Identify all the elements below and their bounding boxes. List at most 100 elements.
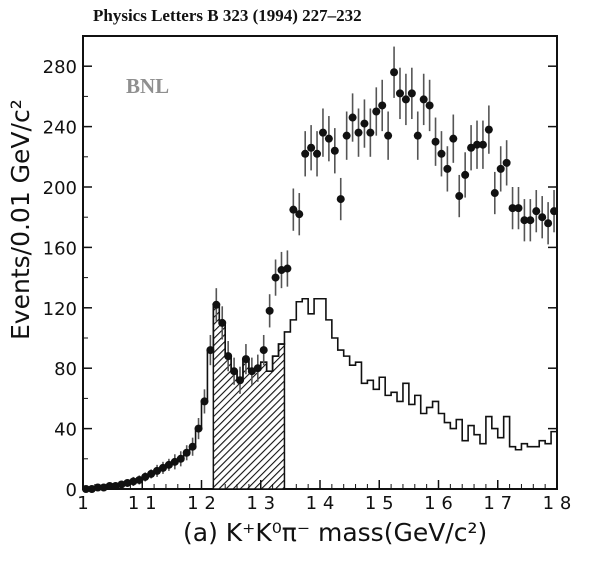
data-point	[502, 140, 511, 186]
point-marker	[502, 158, 511, 167]
x-tick-label: 1 4	[306, 493, 335, 514]
x-tick-label: 1 5	[365, 493, 394, 514]
point-marker	[135, 475, 144, 484]
data-point	[395, 67, 404, 120]
y-axis-ticks: 0 40 80 120 160 200 240 280	[43, 35, 557, 501]
point-marker	[550, 207, 559, 216]
x-tick-label: 1 1	[128, 493, 157, 514]
point-marker	[342, 131, 351, 140]
data-point	[496, 146, 505, 192]
data-point	[194, 418, 203, 440]
point-marker	[247, 367, 256, 376]
data-point	[153, 464, 162, 477]
point-marker	[241, 355, 250, 364]
point-marker	[330, 146, 339, 155]
data-point	[135, 475, 144, 485]
data-point	[271, 259, 280, 296]
point-marker	[253, 364, 262, 373]
data-point	[289, 188, 298, 231]
data-point	[508, 187, 517, 230]
point-marker	[176, 454, 185, 463]
data-point	[307, 125, 316, 171]
point-marker	[348, 113, 357, 122]
data-point	[188, 437, 197, 456]
point-marker	[141, 472, 150, 481]
data-point	[301, 131, 310, 177]
point-marker	[431, 137, 440, 146]
data-point	[437, 131, 446, 177]
data-point	[461, 152, 470, 198]
data-point	[544, 202, 553, 245]
point-marker	[484, 125, 493, 134]
data-point	[490, 171, 499, 215]
data-points	[81, 46, 559, 493]
data-point	[313, 131, 322, 177]
point-marker	[218, 318, 227, 327]
x-tick-label: 1	[77, 493, 88, 514]
data-point	[324, 116, 333, 162]
data-point	[182, 445, 191, 461]
hatched-area	[212, 304, 286, 490]
data-point	[449, 114, 458, 163]
data-point	[538, 196, 547, 239]
point-marker	[194, 424, 203, 433]
point-marker	[443, 164, 452, 173]
data-point	[295, 193, 304, 236]
data-point	[520, 199, 529, 242]
point-marker	[206, 346, 215, 355]
point-marker	[147, 469, 156, 478]
x-tick-label: 1 2	[187, 493, 216, 514]
point-marker	[301, 149, 310, 158]
point-marker	[295, 210, 304, 219]
x-axis-label: (a) K⁺K⁰π⁻ mass(GeV/c²)	[183, 518, 488, 547]
point-marker	[455, 192, 464, 201]
data-point	[514, 187, 523, 230]
x-axis-ticks: 1 1 1 1 2 1 3 1 4 1 5 1 6 1 7 1 8	[77, 480, 571, 514]
point-marker	[289, 205, 298, 214]
data-point	[170, 454, 179, 470]
point-marker	[105, 481, 114, 490]
y-tick-label: 280	[43, 57, 77, 78]
x-tick-label: 1 8	[543, 493, 572, 514]
y-tick-label: 0	[66, 480, 77, 501]
point-marker	[259, 346, 268, 355]
data-point	[141, 472, 150, 482]
data-point	[318, 108, 327, 157]
point-marker	[230, 367, 239, 376]
y-tick-label: 200	[43, 178, 77, 199]
data-point	[425, 79, 434, 132]
point-marker	[212, 300, 221, 309]
data-point	[283, 250, 292, 287]
point-marker	[307, 143, 316, 152]
point-marker	[283, 264, 292, 273]
data-point	[550, 190, 559, 233]
point-marker	[336, 195, 345, 204]
data-point	[526, 199, 535, 242]
point-marker	[366, 128, 375, 137]
data-point	[348, 93, 357, 142]
data-point	[218, 306, 227, 340]
data-point	[372, 87, 381, 136]
point-marker	[372, 107, 381, 116]
data-point	[443, 146, 452, 192]
point-marker	[354, 128, 363, 137]
data-point	[336, 177, 345, 221]
point-marker	[496, 164, 505, 173]
point-marker	[425, 101, 434, 110]
point-marker	[378, 101, 387, 110]
point-marker	[271, 273, 280, 282]
y-tick-label: 120	[43, 299, 77, 320]
point-marker	[224, 352, 233, 361]
y-tick-label: 40	[54, 420, 77, 441]
data-point	[473, 120, 482, 169]
data-point	[419, 73, 428, 126]
data-point	[431, 117, 440, 166]
data-point	[236, 366, 245, 394]
histogram-line	[83, 297, 557, 490]
data-point	[200, 389, 209, 414]
y-tick-label: 240	[43, 118, 77, 139]
point-marker	[532, 207, 541, 216]
data-point	[413, 111, 422, 160]
